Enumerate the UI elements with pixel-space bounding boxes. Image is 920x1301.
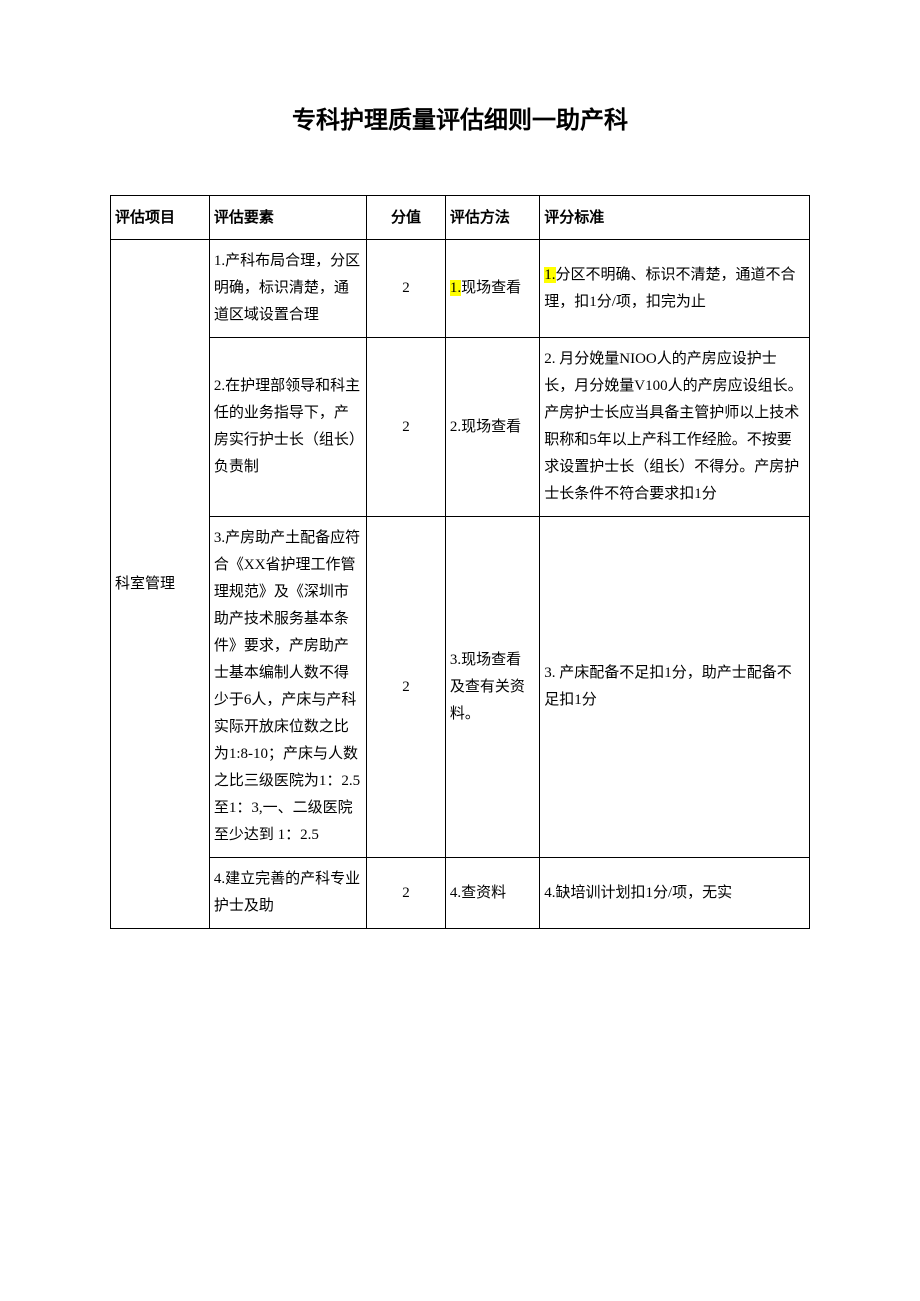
header-item: 评估项目 — [111, 196, 210, 240]
cell-standard: 1.分区不明确、标识不清楚，通道不合理，扣1分/项，扣完为止 — [540, 240, 810, 338]
header-element: 评估要素 — [209, 196, 366, 240]
cell-element: 1.产科布局合理，分区明确，标识清楚，通道区域设置合理 — [209, 240, 366, 338]
header-method: 评估方法 — [445, 196, 539, 240]
cell-score: 2 — [367, 240, 446, 338]
cell-element: 4.建立完善的产科专业护士及助 — [209, 858, 366, 929]
cell-method: 4.查资料 — [445, 858, 539, 929]
cell-method: 2.现场查看 — [445, 338, 539, 517]
cell-score: 2 — [367, 338, 446, 517]
cell-method: 3.现场查看及查有关资料。 — [445, 517, 539, 858]
assessment-table: 评估项目 评估要素 分值 评估方法 评分标准 科室管理 1.产科布局合理，分区明… — [110, 195, 810, 929]
method-text: 现场查看 — [461, 280, 521, 296]
highlight: 1. — [544, 267, 555, 283]
table-header-row: 评估项目 评估要素 分值 评估方法 评分标准 — [111, 196, 810, 240]
cell-standard: 2. 月分娩量NIOO人的产房应设护士长，月分娩量V100人的产房应设组长。产房… — [540, 338, 810, 517]
cell-standard: 4.缺培训计划扣1分/项，无实 — [540, 858, 810, 929]
cell-element: 2.在护理部领导和科主任的业务指导下，产房实行护士长（组长）负责制 — [209, 338, 366, 517]
cell-category: 科室管理 — [111, 240, 210, 929]
standard-text: 分区不明确、标识不清楚，通道不合理，扣1分/项，扣完为止 — [544, 267, 795, 310]
cell-score: 2 — [367, 858, 446, 929]
page-title: 专科护理质量评估细则一助产科 — [110, 100, 810, 135]
cell-standard: 3. 产床配备不足扣1分，助产士配备不足扣1分 — [540, 517, 810, 858]
table-row: 4.建立完善的产科专业护士及助 2 4.查资料 4.缺培训计划扣1分/项，无实 — [111, 858, 810, 929]
header-standard: 评分标准 — [540, 196, 810, 240]
table-row: 3.产房助产土配备应符合《XX省护理工作管理规范》及《深圳市助产技术服务基本条件… — [111, 517, 810, 858]
cell-score: 2 — [367, 517, 446, 858]
table-row: 科室管理 1.产科布局合理，分区明确，标识清楚，通道区域设置合理 2 1.现场查… — [111, 240, 810, 338]
highlight: 1. — [450, 280, 461, 296]
cell-element: 3.产房助产土配备应符合《XX省护理工作管理规范》及《深圳市助产技术服务基本条件… — [209, 517, 366, 858]
cell-method: 1.现场查看 — [445, 240, 539, 338]
header-score: 分值 — [367, 196, 446, 240]
table-row: 2.在护理部领导和科主任的业务指导下，产房实行护士长（组长）负责制 2 2.现场… — [111, 338, 810, 517]
